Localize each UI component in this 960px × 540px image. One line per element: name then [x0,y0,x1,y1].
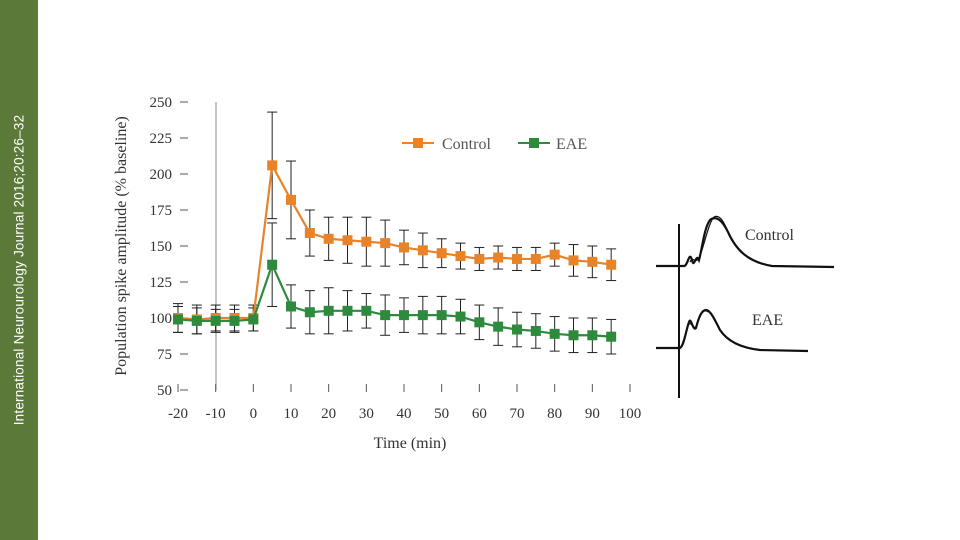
eae-data-point [248,314,259,325]
eae-data-point [323,305,334,316]
eae-data-point [417,310,428,321]
y-tick-label: 200 [150,167,173,183]
x-tick-label: 70 [510,406,525,422]
eae-data-point [587,330,598,341]
control-data-point [380,238,391,249]
control-data-point [474,253,485,264]
legend-item-control: Control [402,136,491,153]
control-data-point [304,228,315,239]
eae-data-point [342,305,353,316]
control-data-point [267,160,278,171]
eae-series [173,259,617,342]
y-tick-label: 250 [150,95,173,111]
x-tick-label: 0 [250,406,258,422]
x-tick-label: -20 [168,406,188,422]
y-tick-label: 100 [150,311,173,327]
x-axis-title: Time (min) [374,435,447,452]
x-tick-label: -10 [206,406,226,422]
eae-data-point [286,301,296,312]
eae-data-point [530,325,541,336]
eae-data-point [380,310,391,321]
eae-data-point [210,315,221,326]
control-waveform-label: Control [745,227,794,244]
control-data-point [606,259,617,270]
y-tick-label: 175 [150,203,173,219]
control-data-point [587,256,598,267]
x-tick-label: 90 [585,406,600,422]
tick-layer: 50 75 100 125 150 175 200 225 250 -20 -10 0 10 20 30 40… [150,95,642,422]
eae-data-point [173,314,183,325]
x-tick-label: 50 [434,406,449,422]
legend-label-eae: EAE [556,136,587,153]
eae-data-point [606,331,617,342]
eae-data-point [191,315,202,326]
eae-data-point [512,324,522,335]
citation-sidebar: International Neurourology Journal 2016;… [0,0,38,540]
y-axis-title: Population spike amplitude (% baseline) [113,116,130,376]
x-tick-label: 80 [547,406,562,422]
x-tick-label: 100 [619,406,642,422]
control-data-point [399,242,409,253]
x-tick-label: 40 [397,406,412,422]
eae-error-bars [173,222,617,355]
x-tick-label: 30 [359,406,374,422]
control-data-point [455,251,466,262]
eae-data-point [267,259,278,270]
eae-data-point [474,317,485,328]
control-data-point [436,248,447,259]
control-data-point [530,253,541,264]
control-data-point [549,249,560,260]
eae-data-point [568,330,579,341]
eae-data-point [304,307,315,318]
control-data-point [361,236,372,247]
eae-data-point [399,310,409,321]
y-tick-label: 150 [150,239,173,255]
x-tick-label: 60 [472,406,487,422]
control-data-point [417,245,428,256]
series-layer [173,160,617,342]
control-data-point [286,194,296,205]
y-tick-label: 50 [157,383,172,399]
eae-data-point [549,328,560,339]
eae-data-point [361,305,372,316]
y-tick-label: 75 [157,347,172,363]
eae-waveform-label: EAE [752,312,783,329]
control-data-point [568,255,579,266]
axes: Time (min) Population spike amplitude (%… [113,102,446,452]
x-tick-label: 10 [284,406,299,422]
legend-label-control: Control [442,136,491,153]
eae-data-point [493,321,504,332]
control-data-point [493,252,504,263]
control-data-point [323,233,334,244]
control-data-point [512,253,522,264]
eae-data-point [436,310,447,321]
legend: Control EAE [402,136,587,153]
control-waveform [656,216,835,269]
control-data-point [342,235,353,246]
eae-data-point [229,315,240,326]
legend-item-eae: EAE [518,136,587,153]
eae-data-point [455,311,466,322]
y-tick-label: 125 [150,275,173,291]
x-tick-label: 20 [321,406,336,422]
y-tick-label: 225 [150,131,173,147]
